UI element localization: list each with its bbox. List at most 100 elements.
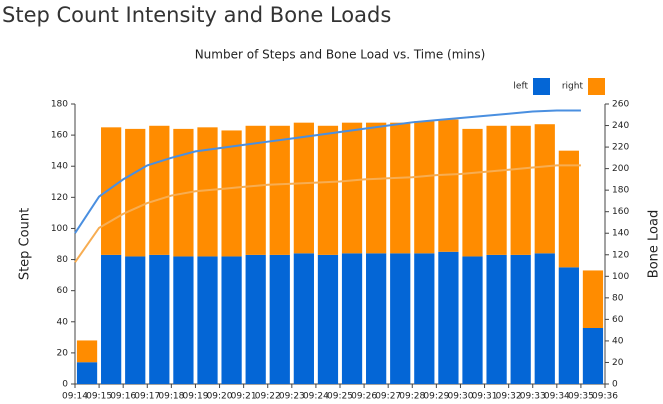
- y2-tick-label: 240: [612, 121, 629, 131]
- bar-segment: [125, 256, 146, 384]
- x-tick-label: 09:36: [592, 392, 618, 402]
- x-tick-label: 09:22: [255, 392, 281, 402]
- bar-segment: [245, 254, 266, 384]
- x-tick-label: 09:34: [544, 392, 570, 402]
- y-tick-label: 100: [51, 224, 68, 234]
- bar-segment: [341, 253, 363, 384]
- y2-tick-label: 140: [612, 229, 629, 239]
- x-tick-label: 09:21: [231, 392, 257, 402]
- x-tick-label: 09:20: [207, 392, 233, 402]
- y2-tick-label: 160: [612, 207, 629, 217]
- bar-segment: [76, 340, 98, 363]
- bar-segment: [293, 253, 314, 384]
- bar-segment: [341, 122, 363, 254]
- bar-segment: [534, 124, 555, 254]
- x-tick-label: 09:33: [520, 392, 546, 402]
- bar-segment: [438, 119, 459, 252]
- y-tick-label: 60: [57, 286, 69, 296]
- y2-tick-label: 220: [612, 143, 629, 153]
- bar-segment: [101, 254, 122, 384]
- bar-segment: [317, 254, 339, 384]
- chart-subtitle: Number of Steps and Bone Load vs. Time (…: [195, 48, 486, 62]
- bar-segment: [269, 125, 290, 255]
- bar-segment: [173, 256, 194, 384]
- bar-segment: [534, 253, 555, 384]
- bar-segment: [221, 130, 242, 257]
- bar-segment: [582, 270, 604, 328]
- bar-segment: [221, 256, 242, 384]
- x-tick-label: 09:18: [158, 392, 184, 402]
- y-tick-label: 20: [57, 348, 69, 358]
- line-series: [74, 109, 581, 234]
- bar-segment: [366, 253, 387, 384]
- x-tick-label: 09:24: [303, 392, 329, 402]
- bar-segment: [76, 362, 98, 384]
- y-tick-label: 160: [51, 131, 68, 141]
- legend-label: right: [562, 82, 584, 92]
- bar-segment: [125, 128, 146, 257]
- line-series: [74, 164, 581, 263]
- x-tick-label: 09:26: [351, 392, 377, 402]
- x-tick-label: 09:15: [86, 392, 112, 402]
- x-tick-label: 09:25: [327, 392, 353, 402]
- y2-tick-label: 20: [612, 358, 624, 368]
- bar-segment: [197, 256, 218, 384]
- y2-tick-label: 60: [612, 315, 624, 325]
- bar-segment: [438, 251, 459, 384]
- legend-label: left: [513, 82, 528, 92]
- x-tick-label: 09:27: [375, 392, 401, 402]
- y2-tick-label: 180: [612, 186, 629, 196]
- y2-tick-label: 40: [612, 336, 624, 346]
- x-tick-label: 09:23: [279, 392, 305, 402]
- y2-tick-label: 100: [612, 272, 629, 282]
- bar-segment: [317, 125, 339, 255]
- y2-axis-label: Bone Load: [647, 210, 662, 278]
- y2-tick-label: 0: [612, 380, 618, 390]
- bar-segment: [558, 267, 579, 384]
- bar-segment: [486, 125, 507, 255]
- y2-tick-label: 200: [612, 164, 629, 174]
- y2-tick-label: 120: [612, 250, 629, 260]
- bar-segment: [390, 253, 411, 384]
- y-tick-label: 140: [51, 162, 68, 172]
- bar-segment: [245, 125, 266, 255]
- x-tick-label: 09:19: [182, 392, 208, 402]
- x-tick-label: 09:28: [399, 392, 425, 402]
- x-tick-label: 09:29: [423, 392, 449, 402]
- y-axis-label: Step Count: [18, 208, 33, 280]
- bar-segment: [582, 328, 604, 384]
- x-tick-label: 09:31: [472, 392, 498, 402]
- bar-segment: [269, 254, 290, 384]
- y-tick-label: 40: [57, 317, 69, 327]
- y2-tick-label: 80: [612, 293, 624, 303]
- y2-tick-label: 260: [612, 100, 629, 110]
- y-tick-label: 80: [57, 255, 69, 265]
- bar-segment: [462, 128, 483, 257]
- bar-segment: [293, 122, 314, 254]
- legend-swatch: [588, 78, 605, 95]
- bar-segment: [462, 256, 483, 384]
- bar-segment: [390, 122, 411, 254]
- y-tick-label: 180: [51, 100, 68, 110]
- x-tick-label: 09:32: [496, 392, 522, 402]
- x-tick-label: 09:14: [62, 392, 88, 402]
- y-tick-label: 0: [62, 380, 68, 390]
- bar-segment: [510, 254, 531, 384]
- x-tick-label: 09:16: [110, 392, 136, 402]
- bar-segment: [558, 150, 579, 268]
- x-tick-label: 09:30: [447, 392, 473, 402]
- bar-segment: [197, 127, 218, 257]
- chart-title: Step Count Intensity and Bone Loads: [2, 3, 391, 27]
- x-tick-label: 09:35: [568, 392, 594, 402]
- y-tick-label: 120: [51, 193, 68, 203]
- bar-segment: [366, 122, 387, 254]
- legend-swatch: [533, 78, 550, 95]
- bar-segment: [149, 254, 170, 384]
- x-tick-label: 09:17: [134, 392, 160, 402]
- bar-segment: [414, 121, 435, 254]
- bar-segment: [414, 253, 435, 384]
- bar-segment: [510, 125, 531, 255]
- bar-segment: [149, 125, 170, 255]
- bar-segment: [486, 254, 507, 384]
